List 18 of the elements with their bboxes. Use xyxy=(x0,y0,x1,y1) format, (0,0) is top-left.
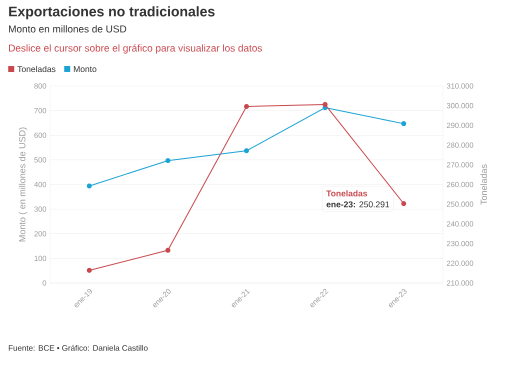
point xyxy=(86,183,92,188)
point xyxy=(244,148,250,154)
point xyxy=(401,201,406,206)
text: Deslice el cursor sobre el gráfico para visualizar los datos xyxy=(9,44,262,54)
y-axis-title: Monto ( en millones de USD) xyxy=(18,128,28,242)
legend-label: Toneladas xyxy=(17,66,56,72)
y2-axis-title: Toneladas xyxy=(480,164,487,205)
point xyxy=(165,158,170,164)
annotation: Toneladas xyxy=(326,190,368,196)
point xyxy=(322,102,328,108)
legend-label: Monto xyxy=(74,66,96,72)
chart-subtitle: Monto en millones de USD xyxy=(9,25,126,33)
point xyxy=(401,121,406,126)
point xyxy=(165,248,170,253)
point xyxy=(244,104,250,109)
point xyxy=(86,268,92,273)
annotation: ene-23: 250.291 xyxy=(326,201,390,208)
chart-title: Exportaciones no tradicionales xyxy=(9,6,215,20)
